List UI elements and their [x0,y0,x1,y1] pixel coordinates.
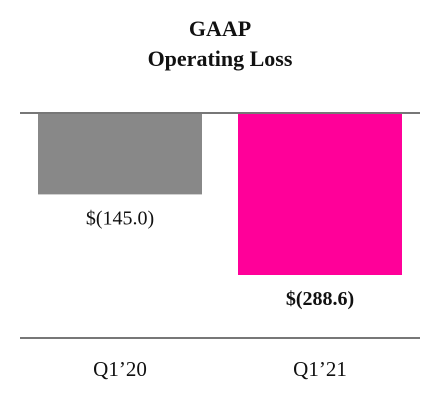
data-label-1: $(145.0) [86,207,154,229]
chart-title: GAAP [188,16,252,41]
chart-title-block: GAAP Operating Loss [0,14,440,74]
bar-1 [38,113,202,195]
data-label-2: $(288.6) [286,288,354,310]
bar-2 [238,113,402,275]
category-label-1: Q1’20 [93,357,147,381]
category-label-2: Q1’21 [293,357,347,381]
chart-subtitle: Operating Loss [147,46,293,71]
